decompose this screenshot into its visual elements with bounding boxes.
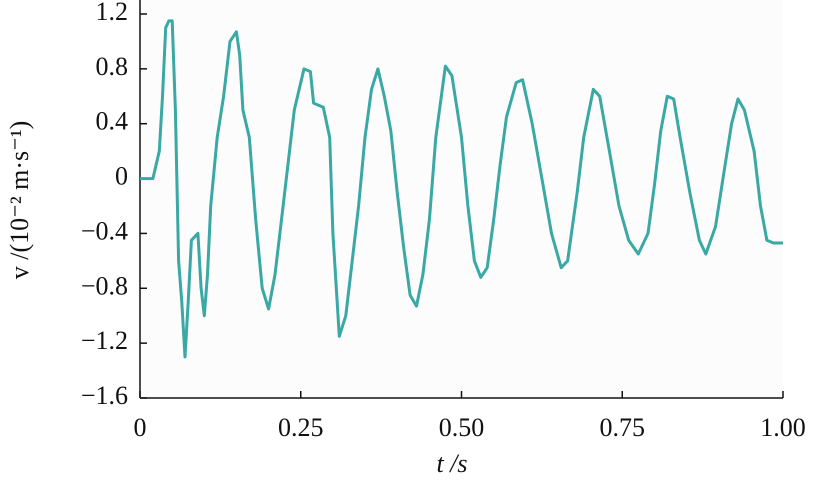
y-tick-label: 1.2 [96, 0, 129, 26]
x-tick-label: 0.75 [600, 413, 646, 442]
y-tick-label: 0.4 [96, 107, 129, 136]
y-axis-label: v /(10⁻² m·s⁻¹) [5, 121, 34, 280]
x-tick-label: 0.25 [278, 413, 324, 442]
x-tick-label: 0.50 [439, 413, 485, 442]
plot-area [140, 0, 783, 398]
x-axis-label: t /s [436, 449, 467, 478]
y-tick-label: 0.8 [96, 52, 129, 81]
data-line [140, 19, 783, 359]
x-tick-label: 1.00 [760, 413, 806, 442]
y-tick-label: −1.2 [81, 326, 128, 355]
y-tick-label: −0.8 [81, 271, 128, 300]
x-tick-label: 0 [134, 413, 147, 442]
y-tick-label: −1.6 [81, 381, 128, 410]
y-tick-label: −0.4 [81, 216, 128, 245]
y-tick-label: 0 [115, 162, 128, 191]
